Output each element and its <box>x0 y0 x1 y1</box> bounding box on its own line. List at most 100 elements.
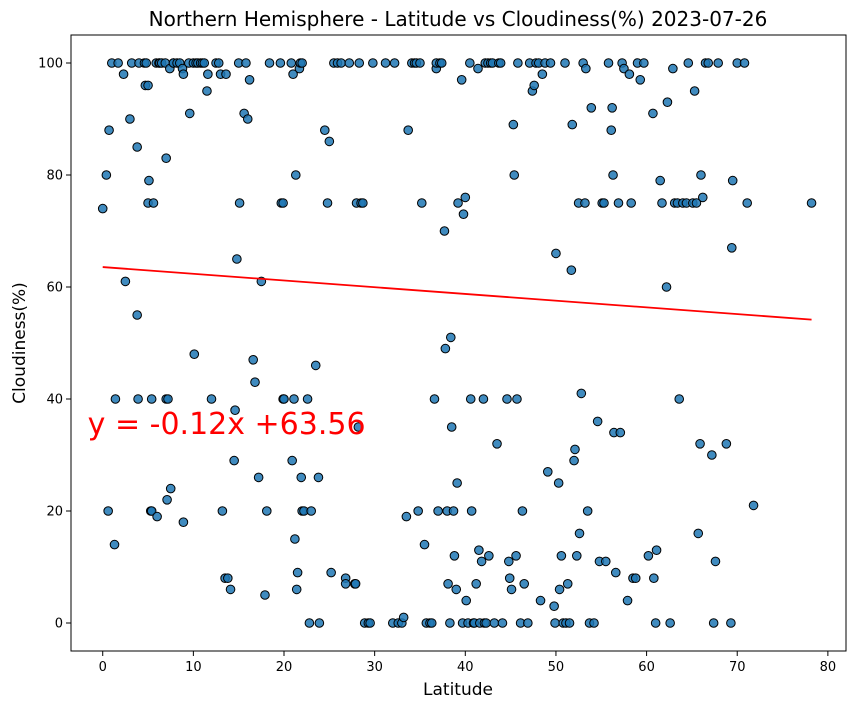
data-point <box>148 198 159 208</box>
data-point <box>456 75 467 85</box>
data-point <box>143 80 153 91</box>
data-point <box>550 618 560 628</box>
x-axis-label: Latitude <box>423 680 493 700</box>
data-point <box>513 58 523 68</box>
data-point <box>368 58 378 68</box>
data-point <box>697 192 708 203</box>
data-point <box>504 556 514 567</box>
data-point <box>313 472 324 483</box>
data-point <box>439 226 450 236</box>
data-point <box>523 618 533 628</box>
data-point <box>662 97 673 107</box>
data-point <box>570 444 580 455</box>
data-point <box>161 153 171 163</box>
data-point <box>365 618 375 628</box>
x-axis-ticks: 0 10 20 30 40 50 60 70 80 <box>99 651 837 675</box>
data-point <box>344 58 355 68</box>
data-point <box>199 58 210 68</box>
y-tick-label: 60 <box>46 281 63 296</box>
data-point <box>403 125 413 135</box>
data-point <box>651 545 662 556</box>
data-point <box>542 467 553 477</box>
data-point <box>739 58 750 68</box>
data-point <box>225 584 236 595</box>
data-point <box>683 58 694 68</box>
data-point <box>443 579 453 589</box>
data-point <box>535 595 546 606</box>
data-point <box>567 119 578 130</box>
y-tick-label: 0 <box>55 617 63 632</box>
data-point <box>232 254 242 264</box>
data-point <box>125 114 135 124</box>
data-point <box>713 58 723 68</box>
data-point <box>178 517 189 528</box>
data-point <box>452 478 462 488</box>
data-point <box>296 472 307 483</box>
data-point <box>290 170 301 180</box>
data-point <box>502 394 512 404</box>
x-tick-label: 20 <box>276 660 293 675</box>
data-point <box>461 595 472 606</box>
data-point <box>553 478 564 488</box>
data-point <box>306 506 317 516</box>
data-point <box>436 58 447 68</box>
data-point <box>571 551 582 561</box>
data-point <box>492 439 502 449</box>
regression-line <box>102 266 812 321</box>
data-point <box>120 276 131 287</box>
data-point <box>229 455 239 466</box>
data-point <box>261 506 272 516</box>
data-point <box>626 198 636 208</box>
data-point <box>696 170 706 180</box>
data-point <box>517 506 528 516</box>
data-point <box>165 483 176 494</box>
data-point <box>260 590 270 600</box>
data-point <box>693 528 704 539</box>
data-point <box>721 439 732 449</box>
data-point <box>489 618 500 628</box>
data-points <box>97 58 817 628</box>
data-point <box>474 545 484 556</box>
data-point <box>326 567 336 578</box>
y-axis-ticks: 0 20 40 60 80 100 <box>38 57 71 632</box>
data-point <box>275 58 286 68</box>
data-point <box>703 58 714 68</box>
data-point <box>649 573 659 584</box>
data-point <box>206 394 217 404</box>
data-point <box>250 377 260 388</box>
data-point <box>264 58 275 68</box>
data-point <box>484 551 494 561</box>
x-tick-label: 0 <box>99 660 107 675</box>
data-point <box>133 394 143 404</box>
data-point <box>97 203 108 214</box>
data-point <box>152 511 162 522</box>
regression-equation: y = -0.12x +63.56 <box>88 407 366 442</box>
data-point <box>302 394 313 404</box>
data-point <box>288 69 298 79</box>
x-tick-label: 60 <box>638 660 655 675</box>
data-point <box>416 198 427 208</box>
data-point <box>665 618 675 628</box>
data-point <box>569 455 579 466</box>
data-point <box>586 103 597 113</box>
data-point <box>292 567 303 578</box>
data-point <box>564 618 575 628</box>
data-point <box>314 618 325 628</box>
data-point <box>562 579 573 589</box>
data-point <box>234 198 245 208</box>
data-point <box>144 175 154 186</box>
data-point <box>639 58 649 68</box>
data-point <box>610 567 621 578</box>
data-point <box>613 198 624 208</box>
data-point <box>566 265 577 276</box>
data-point <box>419 539 430 550</box>
y-tick-label: 80 <box>46 169 63 184</box>
plot-area <box>70 34 847 652</box>
data-point <box>495 58 506 68</box>
data-point <box>445 618 455 628</box>
data-point <box>162 495 172 505</box>
x-tick-label: 80 <box>820 660 837 675</box>
data-point <box>451 584 462 595</box>
data-point <box>556 551 567 561</box>
